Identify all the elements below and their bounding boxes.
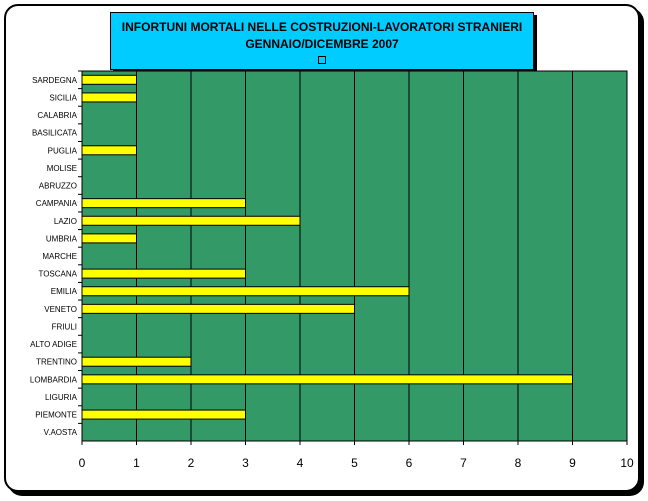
chart-title: INFORTUNI MORTALI NELLE COSTRUZIONI-LAVO…	[121, 19, 523, 34]
x-tick-label: 3	[242, 456, 249, 470]
bar	[81, 374, 573, 385]
x-tick-label: 10	[620, 456, 634, 470]
category-label: PIEMONTE	[35, 411, 77, 420]
category-label: MARCHE	[42, 252, 77, 261]
category-label: VENETO	[44, 305, 77, 314]
x-tick-label: 1	[133, 456, 140, 470]
category-label: PUGLIA	[48, 146, 78, 155]
category-label: LOMBARDIA	[30, 375, 78, 384]
bar	[81, 92, 137, 103]
bar	[81, 303, 355, 314]
category-label: LAZIO	[54, 217, 77, 226]
x-tick-label: 6	[406, 456, 413, 470]
x-tick-label: 0	[79, 456, 86, 470]
category-label: V.AOSTA	[44, 428, 78, 437]
x-tick-label: 2	[188, 456, 195, 470]
category-label: TRENTINO	[36, 358, 77, 367]
chart-title-box: INFORTUNI MORTALI NELLE COSTRUZIONI-LAVO…	[110, 12, 534, 70]
category-label: CAMPANIA	[36, 199, 78, 208]
category-label: UMBRIA	[46, 234, 78, 243]
category-label: BASILICATA	[32, 129, 78, 138]
category-label: LIGURIA	[45, 393, 78, 402]
category-label: MOLISE	[47, 164, 77, 173]
category-label: TOSCANA	[38, 270, 77, 279]
x-tick-label: 5	[351, 456, 358, 470]
bar	[81, 268, 246, 279]
legend-marker	[318, 55, 326, 64]
bar	[81, 215, 301, 226]
category-label: ABRUZZO	[39, 182, 77, 191]
bar	[81, 198, 246, 209]
bar	[81, 286, 410, 297]
bar	[81, 74, 137, 85]
chart-subtitle: GENNAIO/DICEMBRE 2007	[245, 36, 399, 51]
bar	[81, 145, 137, 156]
x-tick-label: 9	[569, 456, 576, 470]
category-label: ALTO ADIGE	[30, 340, 77, 349]
category-label: SICILIA	[49, 93, 77, 102]
x-tick-label: 4	[297, 456, 304, 470]
category-label: CALABRIA	[37, 111, 77, 120]
x-tick-label: 8	[515, 456, 522, 470]
category-label: SARDEGNA	[32, 76, 78, 85]
category-label: EMILIA	[51, 287, 78, 296]
x-tick-label: 7	[460, 456, 467, 470]
bar	[81, 233, 137, 244]
category-label: FRIULI	[52, 322, 77, 331]
bar	[81, 356, 192, 367]
bar	[81, 409, 246, 420]
